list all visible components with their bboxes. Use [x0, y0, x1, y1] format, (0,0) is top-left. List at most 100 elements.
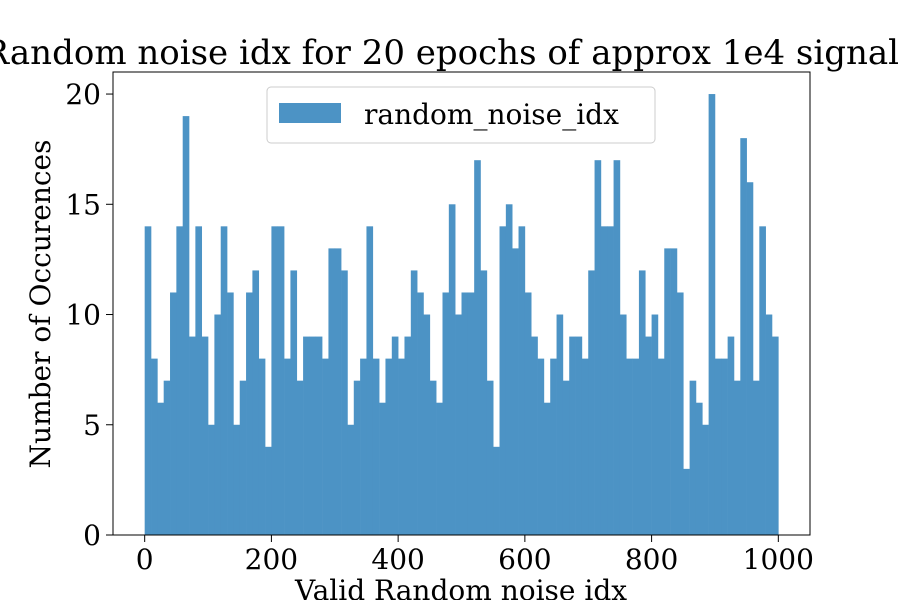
- histogram-bar: [556, 314, 564, 535]
- histogram-bar: [543, 402, 551, 535]
- legend-swatch: [279, 103, 341, 123]
- histogram-bar: [746, 182, 754, 536]
- histogram-bar: [474, 160, 481, 535]
- histogram-bar: [721, 358, 728, 535]
- legend-label: random_noise_idx: [364, 98, 619, 131]
- histogram-bar: [518, 226, 526, 535]
- histogram-bar: [372, 358, 380, 535]
- histogram-bar: [486, 380, 494, 535]
- histogram-bar: [505, 204, 513, 536]
- histogram-bar: [632, 358, 640, 535]
- legend: random_noise_idx: [266, 86, 656, 144]
- histogram-bar: [290, 270, 298, 535]
- histogram-bar: [429, 380, 437, 535]
- histogram-bar: [448, 204, 456, 536]
- histogram-bar: [499, 226, 507, 535]
- histogram-bar: [569, 336, 576, 535]
- histogram-bar: [417, 292, 424, 535]
- histogram-bar: [328, 248, 336, 535]
- histogram-bar: [512, 248, 519, 535]
- histogram-bar: [619, 314, 627, 535]
- histogram-bar: [771, 336, 779, 535]
- histogram-bar: [315, 336, 323, 535]
- histogram-bar: [220, 226, 228, 535]
- x-tick-label: 200: [245, 543, 298, 576]
- histogram-bar: [607, 226, 614, 535]
- histogram-bar: [733, 380, 741, 535]
- histogram-bar: [752, 380, 760, 535]
- histogram-bar: [493, 446, 500, 535]
- histogram-bar: [258, 358, 266, 535]
- histogram-bar: [676, 292, 684, 535]
- histogram-bar: [227, 292, 234, 535]
- histogram-bars: [144, 94, 779, 536]
- y-tick-label: 10: [65, 299, 101, 332]
- y-tick-label: 5: [83, 409, 101, 442]
- histogram-bar: [695, 402, 703, 535]
- histogram-bar: [353, 380, 361, 535]
- x-tick-label: 600: [498, 543, 551, 576]
- x-axis-label: Valid Random noise idx: [294, 574, 627, 600]
- histogram-bar: [664, 248, 671, 535]
- histogram-bar: [157, 402, 164, 535]
- y-axis-label: Number of Occurences: [24, 140, 57, 469]
- histogram-bar: [537, 358, 545, 535]
- histogram-bar: [651, 314, 659, 535]
- histogram-bar: [284, 358, 291, 535]
- histogram-bar: [195, 226, 203, 535]
- histogram-bar: [600, 226, 608, 535]
- histogram-bar: [562, 380, 570, 535]
- histogram-bar: [455, 314, 462, 535]
- histogram-bar: [303, 336, 310, 535]
- histogram-bar: [714, 358, 722, 535]
- histogram-bar: [410, 270, 418, 535]
- histogram-bar: [309, 336, 317, 535]
- histogram-bar: [683, 468, 690, 535]
- histogram-bar: [322, 358, 329, 535]
- histogram-bar: [423, 314, 431, 535]
- histogram-bar: [151, 358, 158, 535]
- histogram-bar: [252, 270, 260, 535]
- y-tick-label: 0: [83, 519, 101, 552]
- histogram-bar: [645, 336, 652, 535]
- histogram-bar: [467, 292, 475, 535]
- histogram-bar: [214, 314, 222, 535]
- histogram-bar: [657, 358, 665, 535]
- histogram-bar: [208, 424, 215, 535]
- histogram-bar: [461, 292, 469, 535]
- histogram-bar: [277, 226, 285, 535]
- histogram-bar: [360, 358, 367, 535]
- histogram-bar: [334, 248, 342, 535]
- y-axis-ticks: 0 5 10 15 20: [65, 78, 113, 552]
- x-tick-label: 800: [625, 543, 678, 576]
- y-tick-label: 20: [65, 78, 101, 111]
- histogram-bar: [239, 380, 247, 535]
- x-tick-label: 400: [371, 543, 424, 576]
- histogram-bar: [379, 402, 386, 535]
- histogram-bar: [524, 292, 532, 535]
- histogram-bar: [246, 292, 253, 535]
- histogram-bar: [638, 270, 646, 535]
- x-tick-label: 1000: [743, 543, 814, 576]
- histogram-bar: [341, 270, 348, 535]
- histogram-bar: [613, 160, 621, 535]
- histogram-bar: [404, 336, 412, 535]
- histogram-bar: [594, 160, 602, 535]
- x-tick-label: 0: [136, 543, 154, 576]
- histogram-bar: [480, 270, 488, 535]
- histogram-bar: [170, 292, 177, 535]
- histogram-bar: [581, 358, 589, 535]
- histogram-bar: [233, 424, 241, 535]
- histogram-bar: [708, 94, 716, 536]
- histogram-bar: [759, 226, 766, 535]
- histogram-bar: [201, 336, 209, 535]
- histogram-bar: [689, 380, 697, 535]
- histogram-bar: [366, 226, 374, 535]
- histogram-bar: [189, 336, 196, 535]
- histogram-bar: [144, 226, 152, 535]
- histogram-bar: [398, 358, 405, 535]
- chart-title: Random noise idx for 20 epochs of approx…: [0, 33, 900, 73]
- y-tick-label: 15: [65, 188, 101, 221]
- histogram-bar: [391, 336, 399, 535]
